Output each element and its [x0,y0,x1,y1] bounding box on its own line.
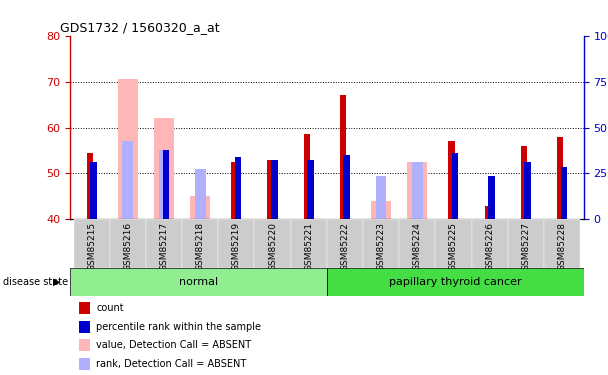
Bar [146,219,182,268]
Bar [182,219,218,268]
Bar [376,176,387,219]
Text: GDS1732 / 1560320_a_at: GDS1732 / 1560320_a_at [60,21,219,34]
Bar [488,176,495,219]
Bar [508,219,544,268]
Bar [86,153,93,219]
Text: GSM85220: GSM85220 [268,222,277,271]
Bar [70,268,327,296]
Bar [363,219,399,268]
Bar [159,150,170,219]
Bar [524,162,531,219]
Text: GSM85219: GSM85219 [232,222,241,271]
Bar [109,219,146,268]
Text: GSM85215: GSM85215 [87,222,96,271]
Bar [154,118,174,219]
Bar [231,162,238,219]
Text: GSM85217: GSM85217 [159,222,168,271]
Text: percentile rank within the sample: percentile rank within the sample [96,322,261,332]
Bar [407,162,427,219]
Bar [557,137,564,219]
Bar [327,219,363,268]
Text: GSM85216: GSM85216 [123,222,133,271]
Text: count: count [96,303,123,313]
Bar [435,219,472,268]
Bar [448,141,455,219]
Bar [303,134,310,219]
Bar [340,95,347,219]
Text: value, Detection Call = ABSENT: value, Detection Call = ABSENT [96,340,251,350]
Bar [452,153,458,219]
Bar [218,219,254,268]
Bar [307,160,314,219]
Text: GSM85218: GSM85218 [196,222,205,271]
Text: normal: normal [179,277,218,287]
Bar [520,146,527,219]
Text: GSM85223: GSM85223 [376,222,385,271]
Text: GSM85221: GSM85221 [304,222,313,271]
Bar [327,268,584,296]
Bar [118,79,138,219]
Bar [271,160,278,219]
Bar [74,219,109,268]
Bar [162,150,169,219]
Bar [122,141,133,219]
Bar [412,162,423,219]
Text: GSM85228: GSM85228 [558,222,567,271]
Text: papillary thyroid cancer: papillary thyroid cancer [389,277,522,287]
Text: GSM85222: GSM85222 [340,222,350,271]
Bar [268,160,274,219]
Bar [472,219,508,268]
Text: disease state: disease state [3,277,68,287]
Bar [485,206,491,219]
Bar [195,169,206,219]
Text: rank, Detection Call = ABSENT: rank, Detection Call = ABSENT [96,359,246,369]
Text: GSM85226: GSM85226 [485,222,494,271]
Bar [399,219,435,268]
Bar [254,219,291,268]
Bar [90,162,97,219]
Text: ▶: ▶ [54,277,61,287]
Text: GSM85224: GSM85224 [413,222,422,271]
Text: GSM85225: GSM85225 [449,222,458,271]
Bar [561,166,567,219]
Bar [291,219,326,268]
Bar [371,201,391,219]
Text: GSM85227: GSM85227 [521,222,530,271]
Bar [344,155,350,219]
Bar [544,219,580,268]
Bar [235,158,241,219]
Bar [190,196,210,219]
